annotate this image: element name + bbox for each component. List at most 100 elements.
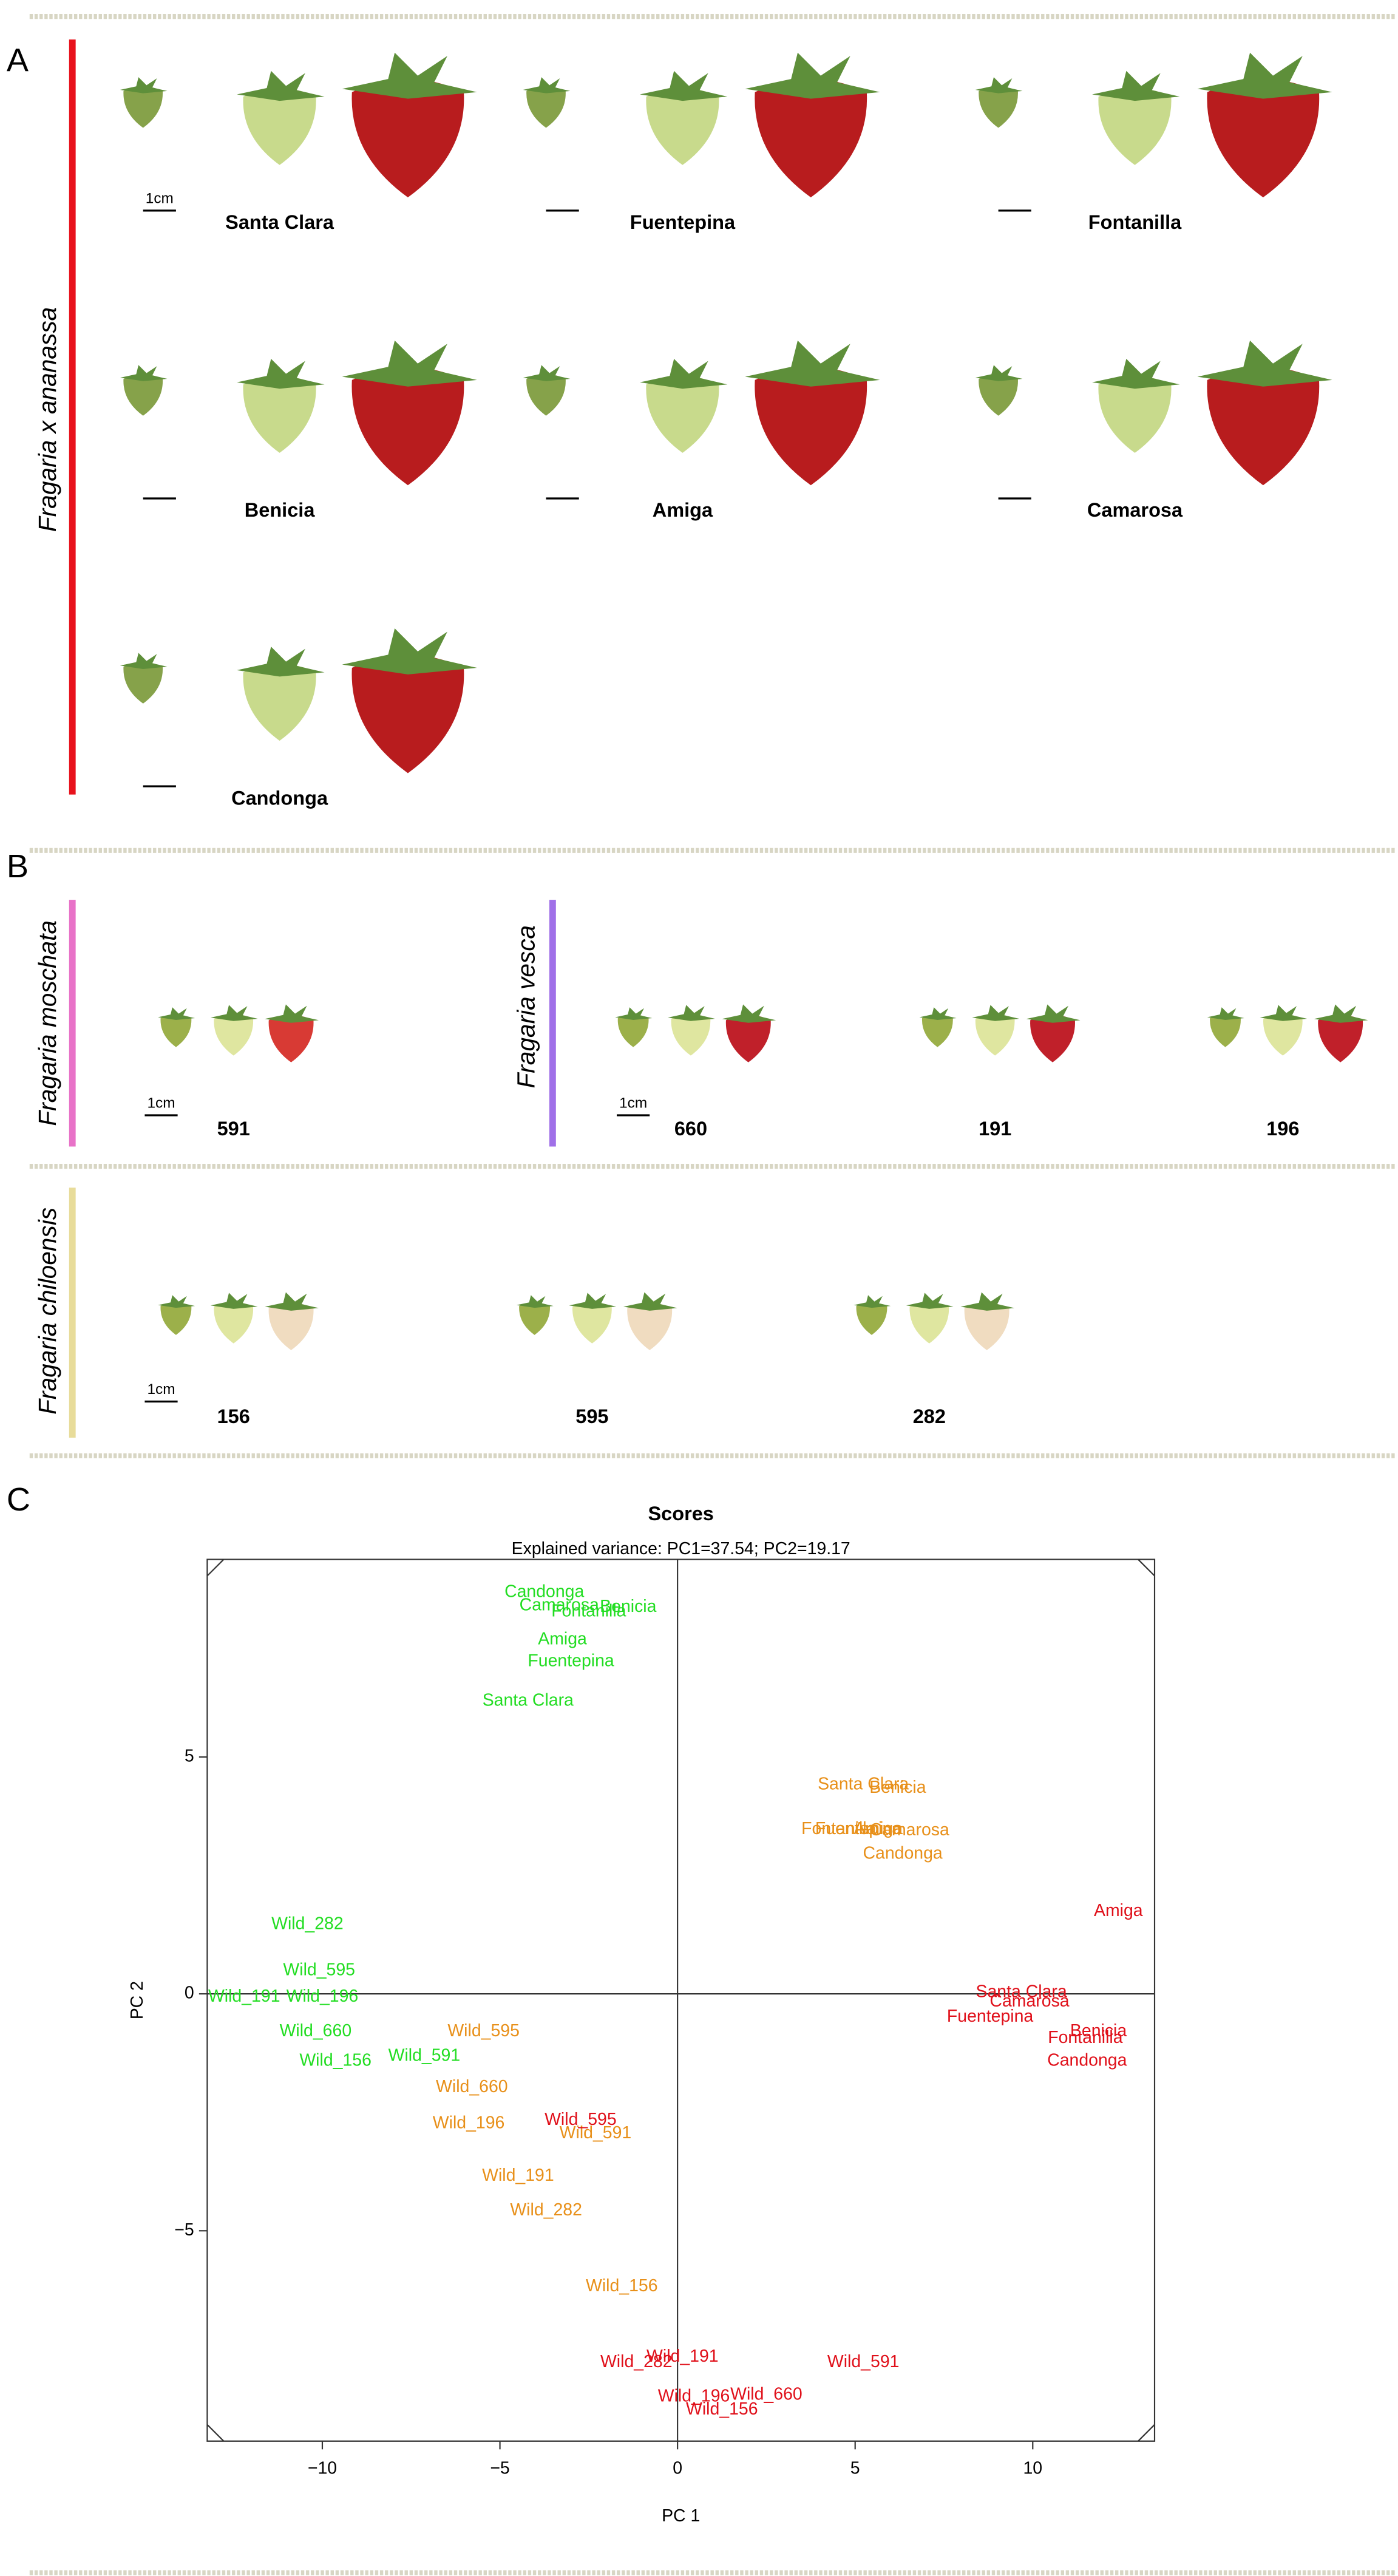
fruit (237, 647, 325, 741)
cultivar-label: Santa Clara (225, 211, 334, 233)
x-axis-label: PC 1 (662, 2506, 700, 2526)
fruit (919, 1007, 957, 1047)
fruit (853, 1295, 891, 1335)
scatter-chart: Scores Explained variance: PC1=37.54; PC… (127, 1503, 1156, 2526)
corner-marks (206, 1558, 1155, 2442)
fruit-body (1030, 1014, 1075, 1062)
fruit-body (646, 87, 719, 165)
fruit (237, 358, 325, 453)
fruit-body (351, 367, 464, 486)
fruit-cap (120, 653, 168, 669)
x-tick-label: −5 (490, 2458, 509, 2478)
fruit (1260, 1005, 1308, 1056)
fruit-body (526, 374, 566, 416)
fruit (210, 1293, 258, 1344)
separators (29, 14, 1395, 2575)
panel-letter: B (7, 848, 29, 885)
point-label: Wild_660 (280, 2021, 352, 2041)
fruit-cap (906, 1293, 954, 1309)
point-label: Wild_196 (433, 2113, 505, 2132)
fruit (906, 1293, 954, 1344)
fruit-body (268, 1014, 314, 1062)
fruit-cap (237, 358, 325, 389)
species-bar (69, 900, 76, 1147)
fruit-body (351, 654, 464, 773)
point-label: Camarosa (520, 1596, 599, 1615)
accession-label: 196 (1266, 1118, 1299, 1140)
fruit-body (909, 1302, 949, 1344)
accession-label: 191 (979, 1118, 1011, 1140)
point-label: Fontanilla (801, 1819, 876, 1838)
fruit-body (1098, 87, 1172, 165)
fruit (1026, 1004, 1081, 1062)
fruit-cap (1314, 1004, 1368, 1023)
fruit (158, 1007, 195, 1047)
point-label: Candonga (1047, 2050, 1127, 2070)
fruit-body (979, 86, 1018, 128)
fruit-body (755, 367, 867, 486)
fruit-cap (569, 1293, 617, 1309)
point-label: Fuentepina (947, 2007, 1033, 2026)
fruit (120, 365, 168, 416)
species-bar (69, 1188, 76, 1438)
fruit-body (979, 374, 1018, 416)
fruit-body (725, 1014, 771, 1062)
point-label: Santa Clara (976, 1982, 1067, 2001)
fruit-cap (210, 1005, 258, 1021)
fruit-cap (523, 365, 571, 381)
fruit-body (975, 1014, 1015, 1056)
y-tick-label: 0 (185, 1983, 194, 2003)
fruit (623, 1292, 677, 1350)
fruit-cap (745, 52, 880, 99)
cultivar-label: Fontanilla (1088, 211, 1182, 233)
point-label: Wild_591 (560, 2123, 632, 2143)
fruit-body (1318, 1014, 1363, 1062)
point-label: Candonga (863, 1843, 943, 1863)
point-label: Candonga (504, 1582, 584, 1602)
chart-title: Scores (648, 1503, 713, 1524)
fruit-cap (342, 52, 477, 99)
scale-label: 1cm (146, 190, 174, 206)
point-label: Wild_156 (586, 2276, 658, 2296)
plot-frame (206, 1558, 1156, 2442)
fruit (569, 1293, 617, 1344)
fruit (523, 77, 571, 128)
fruit (1092, 358, 1180, 453)
fruit-cap (745, 340, 880, 387)
point-label: Wild_191 (208, 1986, 280, 2006)
fruit-cap (120, 365, 168, 381)
cultivar-label: Candonga (231, 787, 328, 809)
fruit-cap (523, 77, 571, 93)
species-bar (549, 900, 556, 1147)
fruit (1197, 340, 1332, 486)
fruit-cap (623, 1292, 677, 1311)
fruit-body (123, 86, 163, 128)
species-bar (69, 39, 76, 795)
fruit-cap (615, 1007, 653, 1021)
fruit-body (572, 1302, 612, 1344)
cultivar-label: Camarosa (1087, 499, 1183, 521)
y-tick-label: 5 (185, 1746, 194, 1765)
fruit-body (964, 1302, 1009, 1350)
fruit-body (856, 1302, 887, 1335)
fruit (745, 52, 880, 198)
point-label: Amiga (1094, 1901, 1143, 1920)
fruit-cap (1207, 1007, 1244, 1021)
point-label: Wild_282 (271, 1914, 344, 1934)
fruit-body (646, 376, 719, 453)
point-label: Fontanilla (1048, 2028, 1122, 2047)
accession-label: 660 (674, 1118, 707, 1140)
point-label: Wild_191 (482, 2166, 554, 2185)
fruit-body (671, 1014, 711, 1056)
fruit-cap (516, 1295, 554, 1308)
fruit-cap (158, 1295, 195, 1308)
fruit-cap (120, 77, 168, 93)
point-label: Benicia (1070, 2021, 1127, 2041)
point-label: Wild_282 (600, 2352, 673, 2371)
fruit-cap (265, 1004, 319, 1023)
fruit-cap (210, 1293, 258, 1309)
fruit-body (160, 1014, 192, 1047)
fruit-cap (1092, 358, 1180, 389)
point-label: Amiga (853, 1819, 903, 1838)
fruit (668, 1005, 715, 1056)
